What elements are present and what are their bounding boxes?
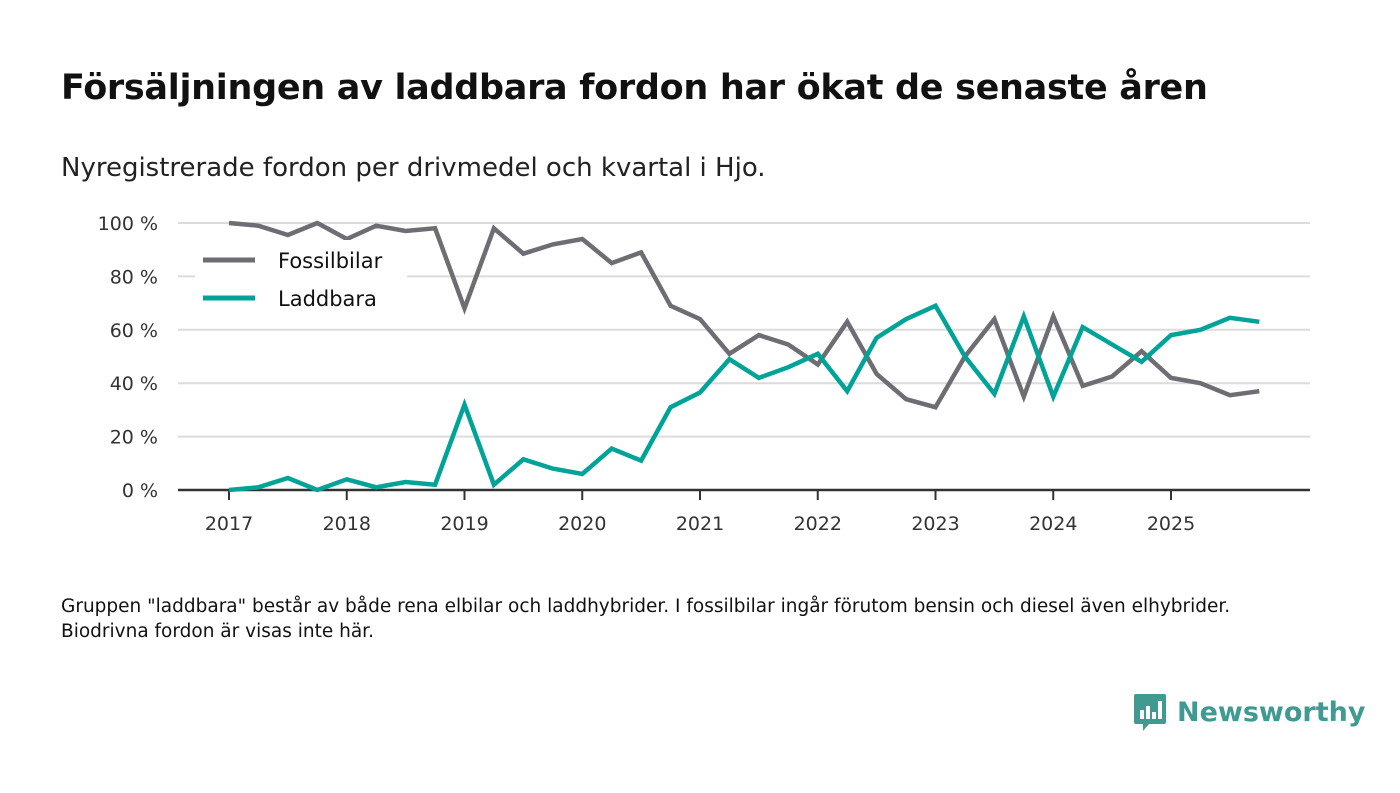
x-tick-label: 2017 <box>205 513 253 535</box>
x-tick-label: 2023 <box>911 513 959 535</box>
newsworthy-logo: Newsworthy <box>1133 692 1365 732</box>
legend-label: Fossilbilar <box>278 249 383 273</box>
y-tick-label: 40 % <box>110 373 158 395</box>
x-tick-label: 2018 <box>323 513 371 535</box>
x-tick-label: 2020 <box>558 513 606 535</box>
newsworthy-logo-icon <box>1134 694 1166 731</box>
y-tick-label: 60 % <box>110 320 158 342</box>
chart-subtitle: Nyregistrerade fordon per drivmedel och … <box>61 153 766 183</box>
x-tick-label: 2019 <box>440 513 488 535</box>
footnote: Gruppen "laddbara" består av både rena e… <box>61 596 1231 642</box>
y-tick-label: 80 % <box>110 266 158 288</box>
legend-background <box>195 240 407 320</box>
logo-text: Newsworthy <box>1177 696 1366 728</box>
series-line-laddbara <box>228 302 1260 493</box>
x-tick-label: 2022 <box>794 513 842 535</box>
chart-title: Försäljningen av laddbara fordon har öka… <box>61 68 1208 108</box>
legend-label: Laddbara <box>278 287 377 311</box>
series-line-fossilbilar <box>228 220 1260 410</box>
y-tick-label: 100 % <box>98 213 158 235</box>
x-tick-label: 2024 <box>1029 513 1077 535</box>
y-tick-label: 0 % <box>122 480 158 502</box>
x-tick-label: 2025 <box>1147 513 1195 535</box>
y-tick-label: 20 % <box>110 427 158 449</box>
x-tick-label: 2021 <box>676 513 724 535</box>
